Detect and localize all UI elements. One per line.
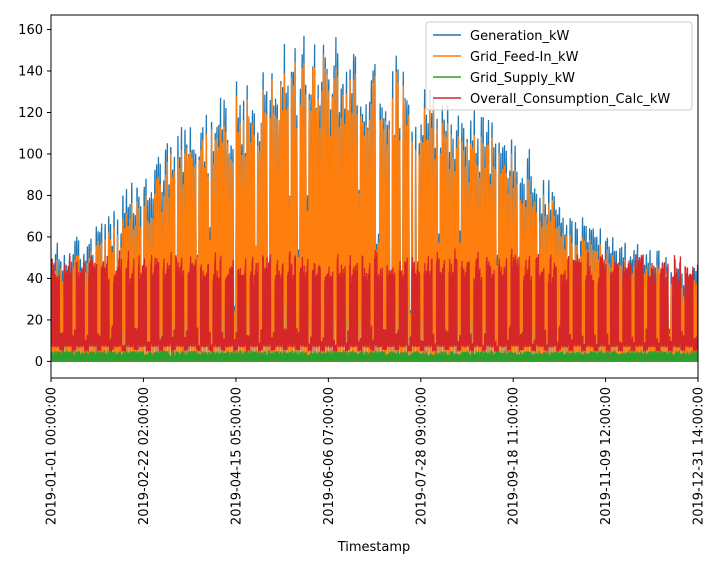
x-tick-label: 2019-12-31 14:00:00	[692, 387, 707, 525]
legend: Generation_kW Grid_Feed-In_kW Grid_Supply_…	[425, 21, 693, 111]
legend-label: Generation_kW	[470, 29, 570, 44]
y-tick-label: 20	[26, 313, 43, 328]
series-layer	[51, 35, 698, 363]
y-tick-label: 140	[18, 65, 43, 80]
series-line-overall-consumption	[51, 248, 698, 353]
axes-frame	[50, 14, 699, 379]
x-tick-label: 2019-04-15 05:00:00	[229, 387, 244, 525]
y-tick-label: 0	[35, 355, 43, 370]
plot-frame	[50, 14, 699, 379]
legend-label: Grid_Supply_kW	[470, 71, 575, 86]
x-axis: 2019-01-01 00:00:00 2019-02-22 02:00:00 20…	[45, 378, 707, 525]
x-tick-label: 2019-06-06 07:00:00	[322, 387, 337, 525]
series-line-grid-supply	[51, 349, 698, 363]
x-tick-label: 2019-09-18 11:00:00	[507, 387, 522, 525]
y-tick-label: 120	[18, 106, 43, 121]
y-tick-label: 60	[26, 230, 43, 245]
x-tick-label: 2019-07-28 09:00:00	[414, 387, 429, 525]
legend-label: Grid_Feed-In_kW	[470, 50, 579, 65]
x-tick-label: 2019-11-09 12:00:00	[599, 387, 614, 525]
legend-label: Overall_Consumption_Calc_kW	[470, 92, 670, 107]
y-tick-label: 160	[18, 23, 43, 38]
y-axis: 0 20 40 60 80 100 120 140 160	[18, 23, 51, 370]
x-axis-label: Timestamp	[337, 540, 411, 555]
y-tick-label: 40	[26, 272, 43, 287]
y-tick-label: 100	[18, 147, 43, 162]
x-tick-label: 2019-01-01 00:00:00	[45, 387, 60, 525]
x-tick-label: 2019-02-22 02:00:00	[137, 387, 152, 525]
y-tick-label: 80	[26, 189, 43, 204]
legend-box	[425, 21, 693, 111]
